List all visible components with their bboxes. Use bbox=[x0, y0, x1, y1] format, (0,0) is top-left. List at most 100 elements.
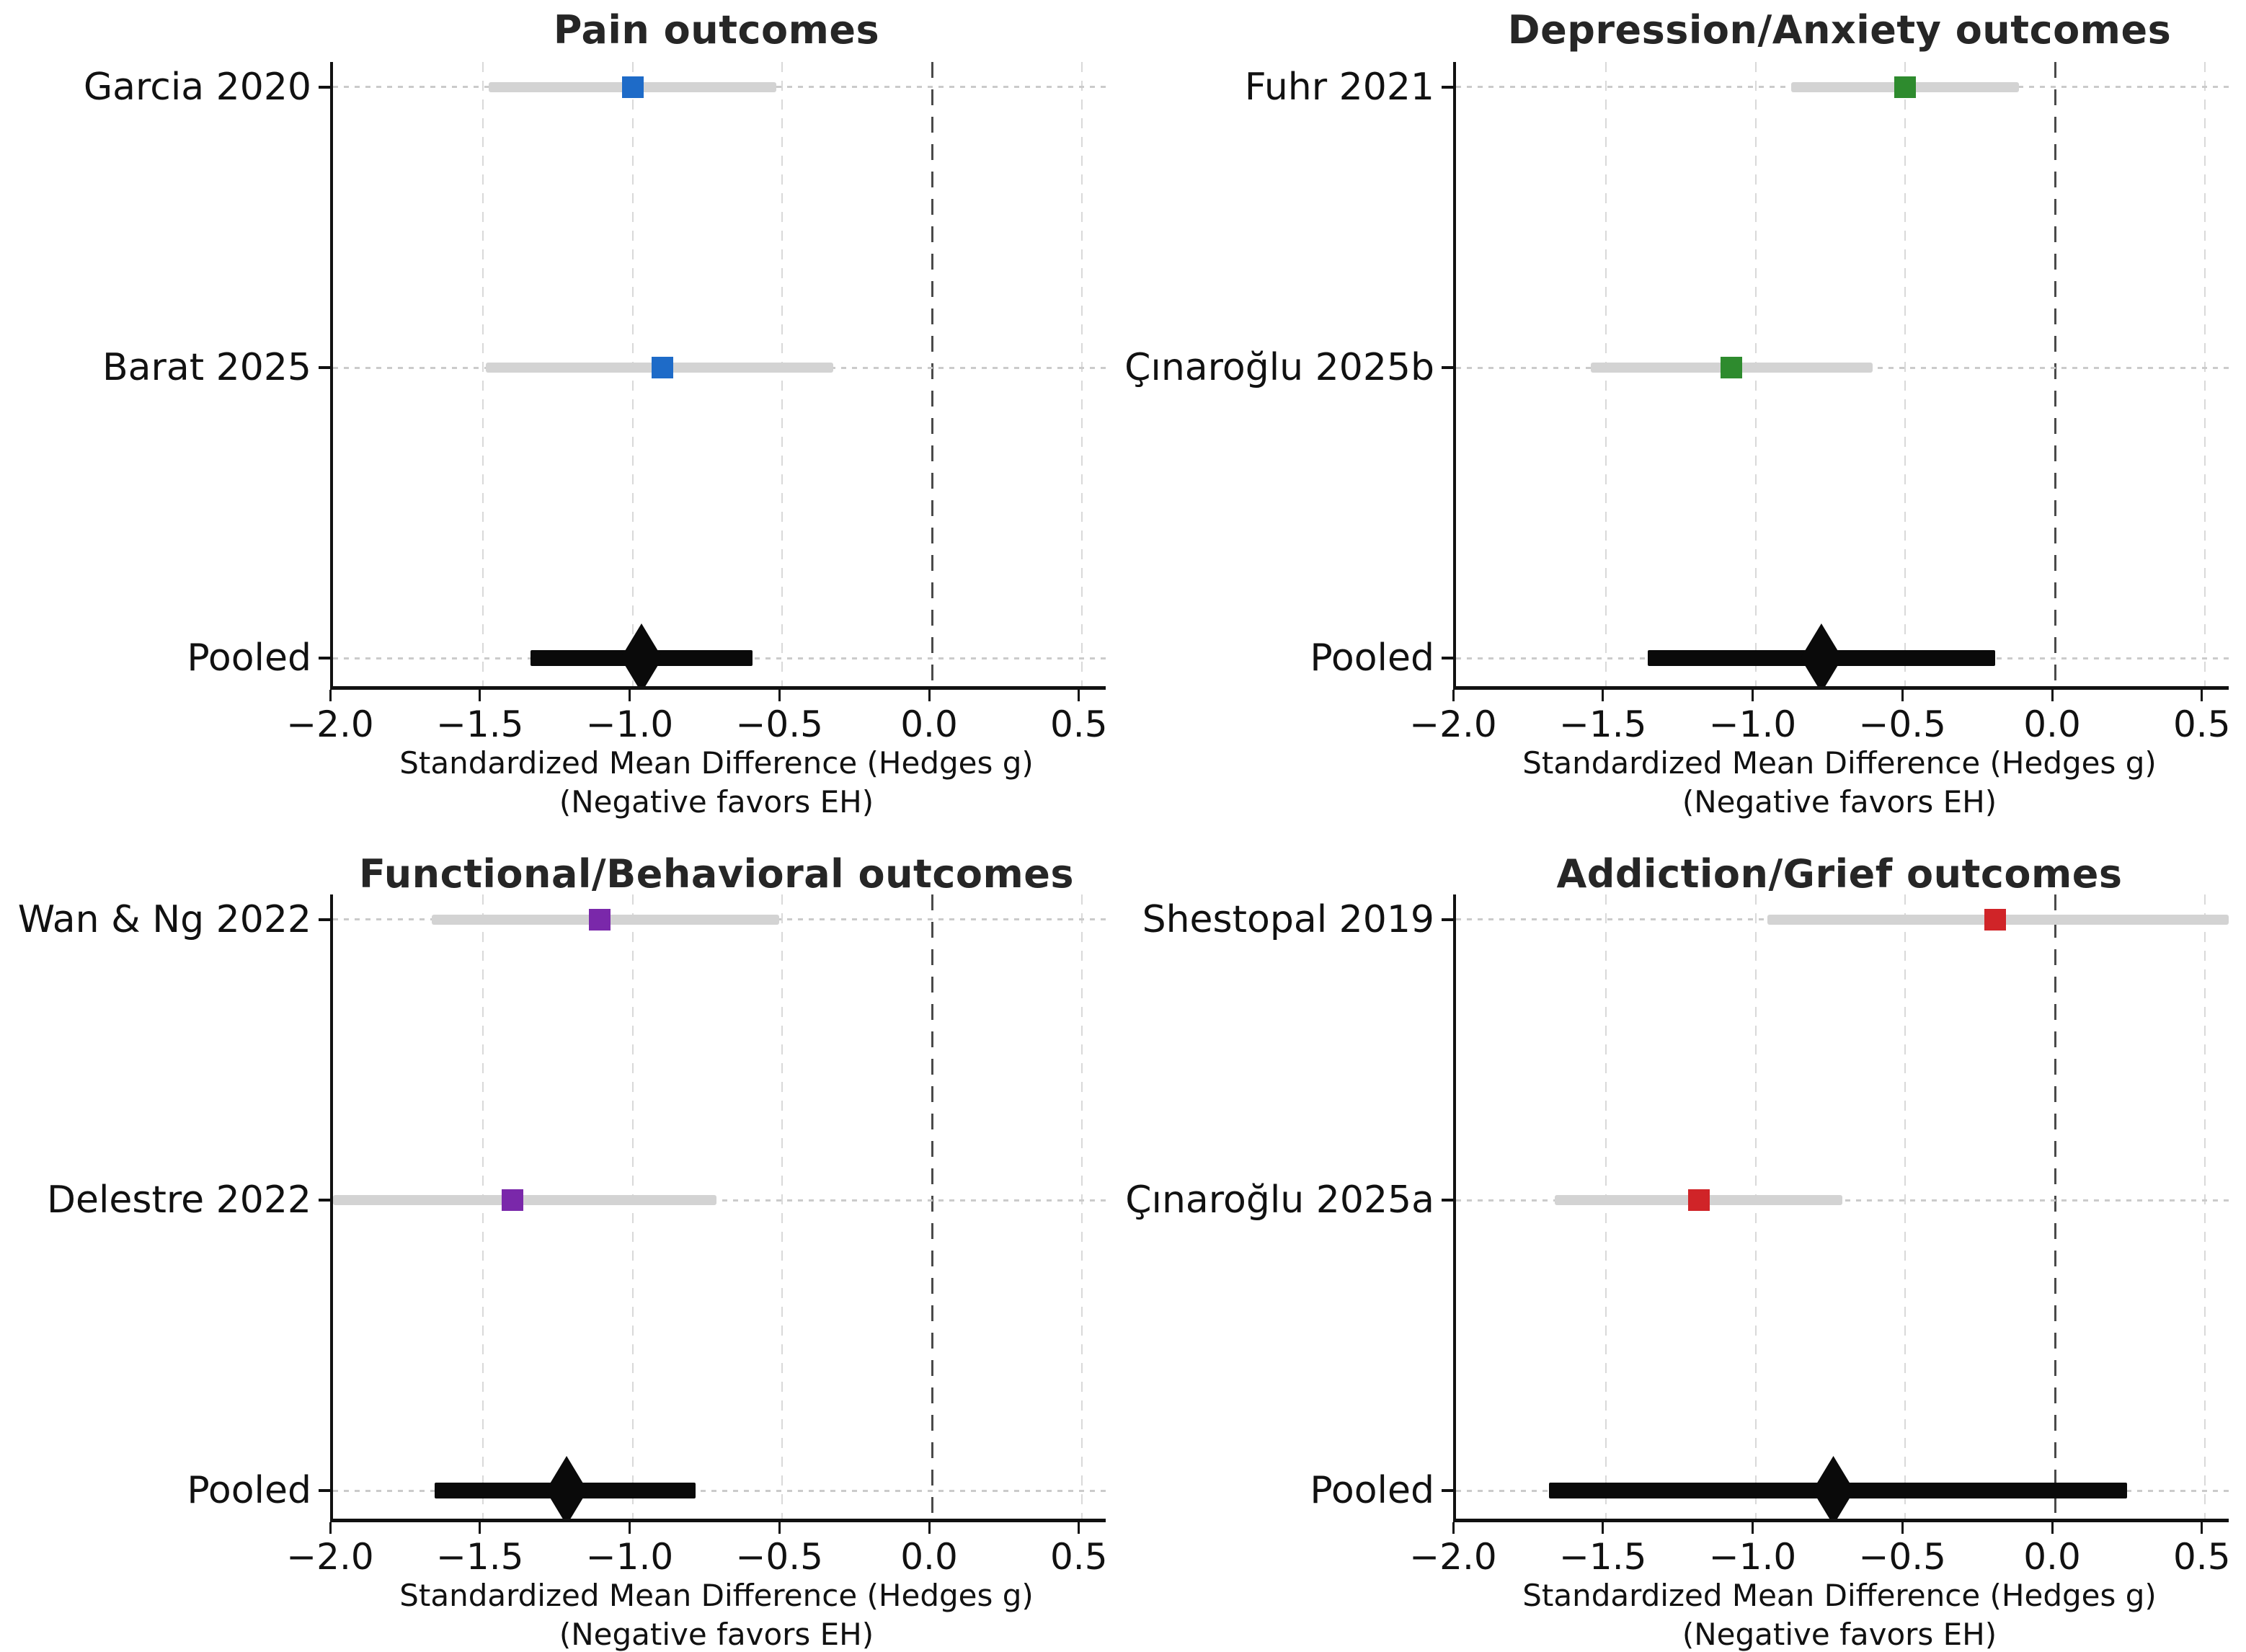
study-estimate-marker bbox=[1984, 908, 2006, 931]
x-tick-label: −0.5 bbox=[735, 1536, 823, 1578]
x-tick-label: −1.0 bbox=[1708, 1536, 1797, 1578]
x-tick-mark bbox=[2051, 1522, 2054, 1534]
x-axis-label-line1: Standardized Mean Difference (Hedges g) bbox=[399, 1578, 1034, 1613]
zero-reference-line bbox=[931, 62, 933, 686]
x-axis-label-line1: Standardized Mean Difference (Hedges g) bbox=[1522, 1578, 2157, 1613]
row-dotted-guideline bbox=[1456, 1199, 2229, 1202]
x-axis-label-line2: (Negative favors EH) bbox=[559, 784, 874, 820]
x-tick-mark bbox=[329, 1522, 332, 1534]
x-tick-label: −2.0 bbox=[286, 1536, 374, 1578]
zero-reference-line bbox=[2054, 894, 2056, 1519]
plot-area bbox=[330, 62, 1106, 690]
study-estimate-marker bbox=[1687, 1189, 1710, 1212]
x-gridline bbox=[2203, 894, 2206, 1519]
x-tick-label: 0.0 bbox=[900, 1536, 958, 1578]
study-label: Pooled bbox=[1310, 636, 1434, 680]
x-axis-label-line2: (Negative favors EH) bbox=[1682, 1617, 1997, 1652]
x-tick-mark bbox=[2201, 690, 2203, 701]
x-tick-mark bbox=[329, 690, 332, 701]
x-gridline bbox=[1604, 894, 1607, 1519]
x-tick-mark bbox=[629, 1522, 631, 1534]
zero-reference-line bbox=[931, 894, 933, 1519]
panel-title: Depression/Anxiety outcomes bbox=[1507, 7, 2172, 53]
study-estimate-marker bbox=[621, 76, 644, 98]
x-tick-label: −1.0 bbox=[1708, 703, 1797, 745]
pooled-estimate-diamond bbox=[1812, 1456, 1855, 1519]
plot-area bbox=[330, 894, 1106, 1522]
x-tick-mark bbox=[1901, 690, 1904, 701]
x-tick-label: 0.0 bbox=[900, 703, 958, 745]
confidence-interval-bar bbox=[333, 1195, 716, 1206]
x-gridline bbox=[1080, 894, 1083, 1519]
study-estimate-marker bbox=[588, 908, 611, 931]
x-tick-label: −0.5 bbox=[1858, 703, 1946, 745]
study-label: Pooled bbox=[1310, 1469, 1434, 1513]
study-label: Delestre 2022 bbox=[46, 1178, 311, 1222]
x-gridline bbox=[481, 62, 484, 686]
x-tick-mark bbox=[2051, 690, 2054, 701]
x-tick-label: 0.5 bbox=[1049, 703, 1108, 745]
study-label: Shestopal 2019 bbox=[1142, 897, 1434, 941]
x-tick-mark bbox=[928, 690, 931, 701]
x-gridline bbox=[1604, 62, 1607, 686]
x-tick-label: −1.0 bbox=[585, 1536, 674, 1578]
x-gridline bbox=[2203, 62, 2206, 686]
panel-depression-anxiety-outcomes: Depression/Anxiety outcomes Standardized… bbox=[1123, 0, 2246, 820]
y-tick-mark bbox=[319, 657, 330, 660]
pooled-estimate-diamond bbox=[1800, 623, 1842, 686]
study-label: Wan & Ng 2022 bbox=[17, 897, 311, 941]
x-tick-label: −1.5 bbox=[436, 1536, 524, 1578]
study-label: Çınaroğlu 2025b bbox=[1124, 346, 1434, 390]
x-tick-mark bbox=[479, 1522, 481, 1534]
x-tick-label: 0.5 bbox=[1049, 1536, 1108, 1578]
x-tick-label: 0.5 bbox=[2172, 1536, 2231, 1578]
study-label: Çınaroğlu 2025a bbox=[1125, 1178, 1434, 1222]
x-tick-label: −1.5 bbox=[1559, 1536, 1647, 1578]
study-label: Barat 2025 bbox=[102, 346, 311, 390]
plot-area bbox=[1453, 894, 2229, 1522]
x-tick-mark bbox=[479, 690, 481, 701]
x-tick-mark bbox=[1078, 1522, 1080, 1534]
study-estimate-marker bbox=[652, 357, 674, 379]
x-tick-label: −2.0 bbox=[1409, 703, 1497, 745]
study-label: Garcia 2020 bbox=[83, 65, 311, 109]
x-gridline bbox=[1754, 894, 1757, 1519]
x-tick-label: −2.0 bbox=[1409, 1536, 1497, 1578]
panel-title: Addiction/Grief outcomes bbox=[1556, 851, 2123, 897]
y-tick-mark bbox=[1442, 918, 1453, 921]
x-tick-label: −1.0 bbox=[585, 703, 674, 745]
x-axis-label-line1: Standardized Mean Difference (Hedges g) bbox=[399, 745, 1034, 781]
zero-reference-line bbox=[2054, 62, 2056, 686]
y-tick-mark bbox=[319, 918, 330, 921]
x-tick-mark bbox=[928, 1522, 931, 1534]
x-tick-mark bbox=[2201, 1522, 2203, 1534]
x-gridline bbox=[631, 894, 634, 1519]
x-tick-label: −0.5 bbox=[1858, 1536, 1946, 1578]
y-tick-mark bbox=[1442, 1489, 1453, 1493]
y-tick-mark bbox=[1442, 657, 1453, 660]
y-tick-mark bbox=[319, 1199, 330, 1202]
x-axis-label-line2: (Negative favors EH) bbox=[559, 1617, 874, 1652]
x-tick-mark bbox=[778, 1522, 781, 1534]
study-label: Pooled bbox=[187, 1469, 311, 1513]
x-tick-label: −1.5 bbox=[436, 703, 524, 745]
x-gridline bbox=[781, 894, 784, 1519]
panel-pain-outcomes: Pain outcomes Standardized Mean Differen… bbox=[0, 0, 1123, 820]
x-axis-label-line1: Standardized Mean Difference (Hedges g) bbox=[1522, 745, 2157, 781]
x-tick-label: −0.5 bbox=[735, 703, 823, 745]
x-tick-mark bbox=[629, 690, 631, 701]
y-tick-mark bbox=[319, 366, 330, 370]
x-tick-label: −1.5 bbox=[1559, 703, 1647, 745]
panel-title: Pain outcomes bbox=[553, 7, 880, 53]
pooled-estimate-diamond bbox=[546, 1456, 588, 1519]
x-tick-mark bbox=[1752, 690, 1754, 701]
plot-area bbox=[1453, 62, 2229, 690]
y-tick-mark bbox=[319, 85, 330, 89]
y-tick-mark bbox=[1442, 1199, 1453, 1202]
study-label: Pooled bbox=[187, 636, 311, 680]
x-tick-label: 0.0 bbox=[2023, 703, 2081, 745]
panel-addiction-grief-outcomes: Addiction/Grief outcomes Standardized Me… bbox=[1123, 820, 2246, 1652]
x-tick-mark bbox=[1452, 690, 1455, 701]
y-tick-mark bbox=[1442, 366, 1453, 370]
